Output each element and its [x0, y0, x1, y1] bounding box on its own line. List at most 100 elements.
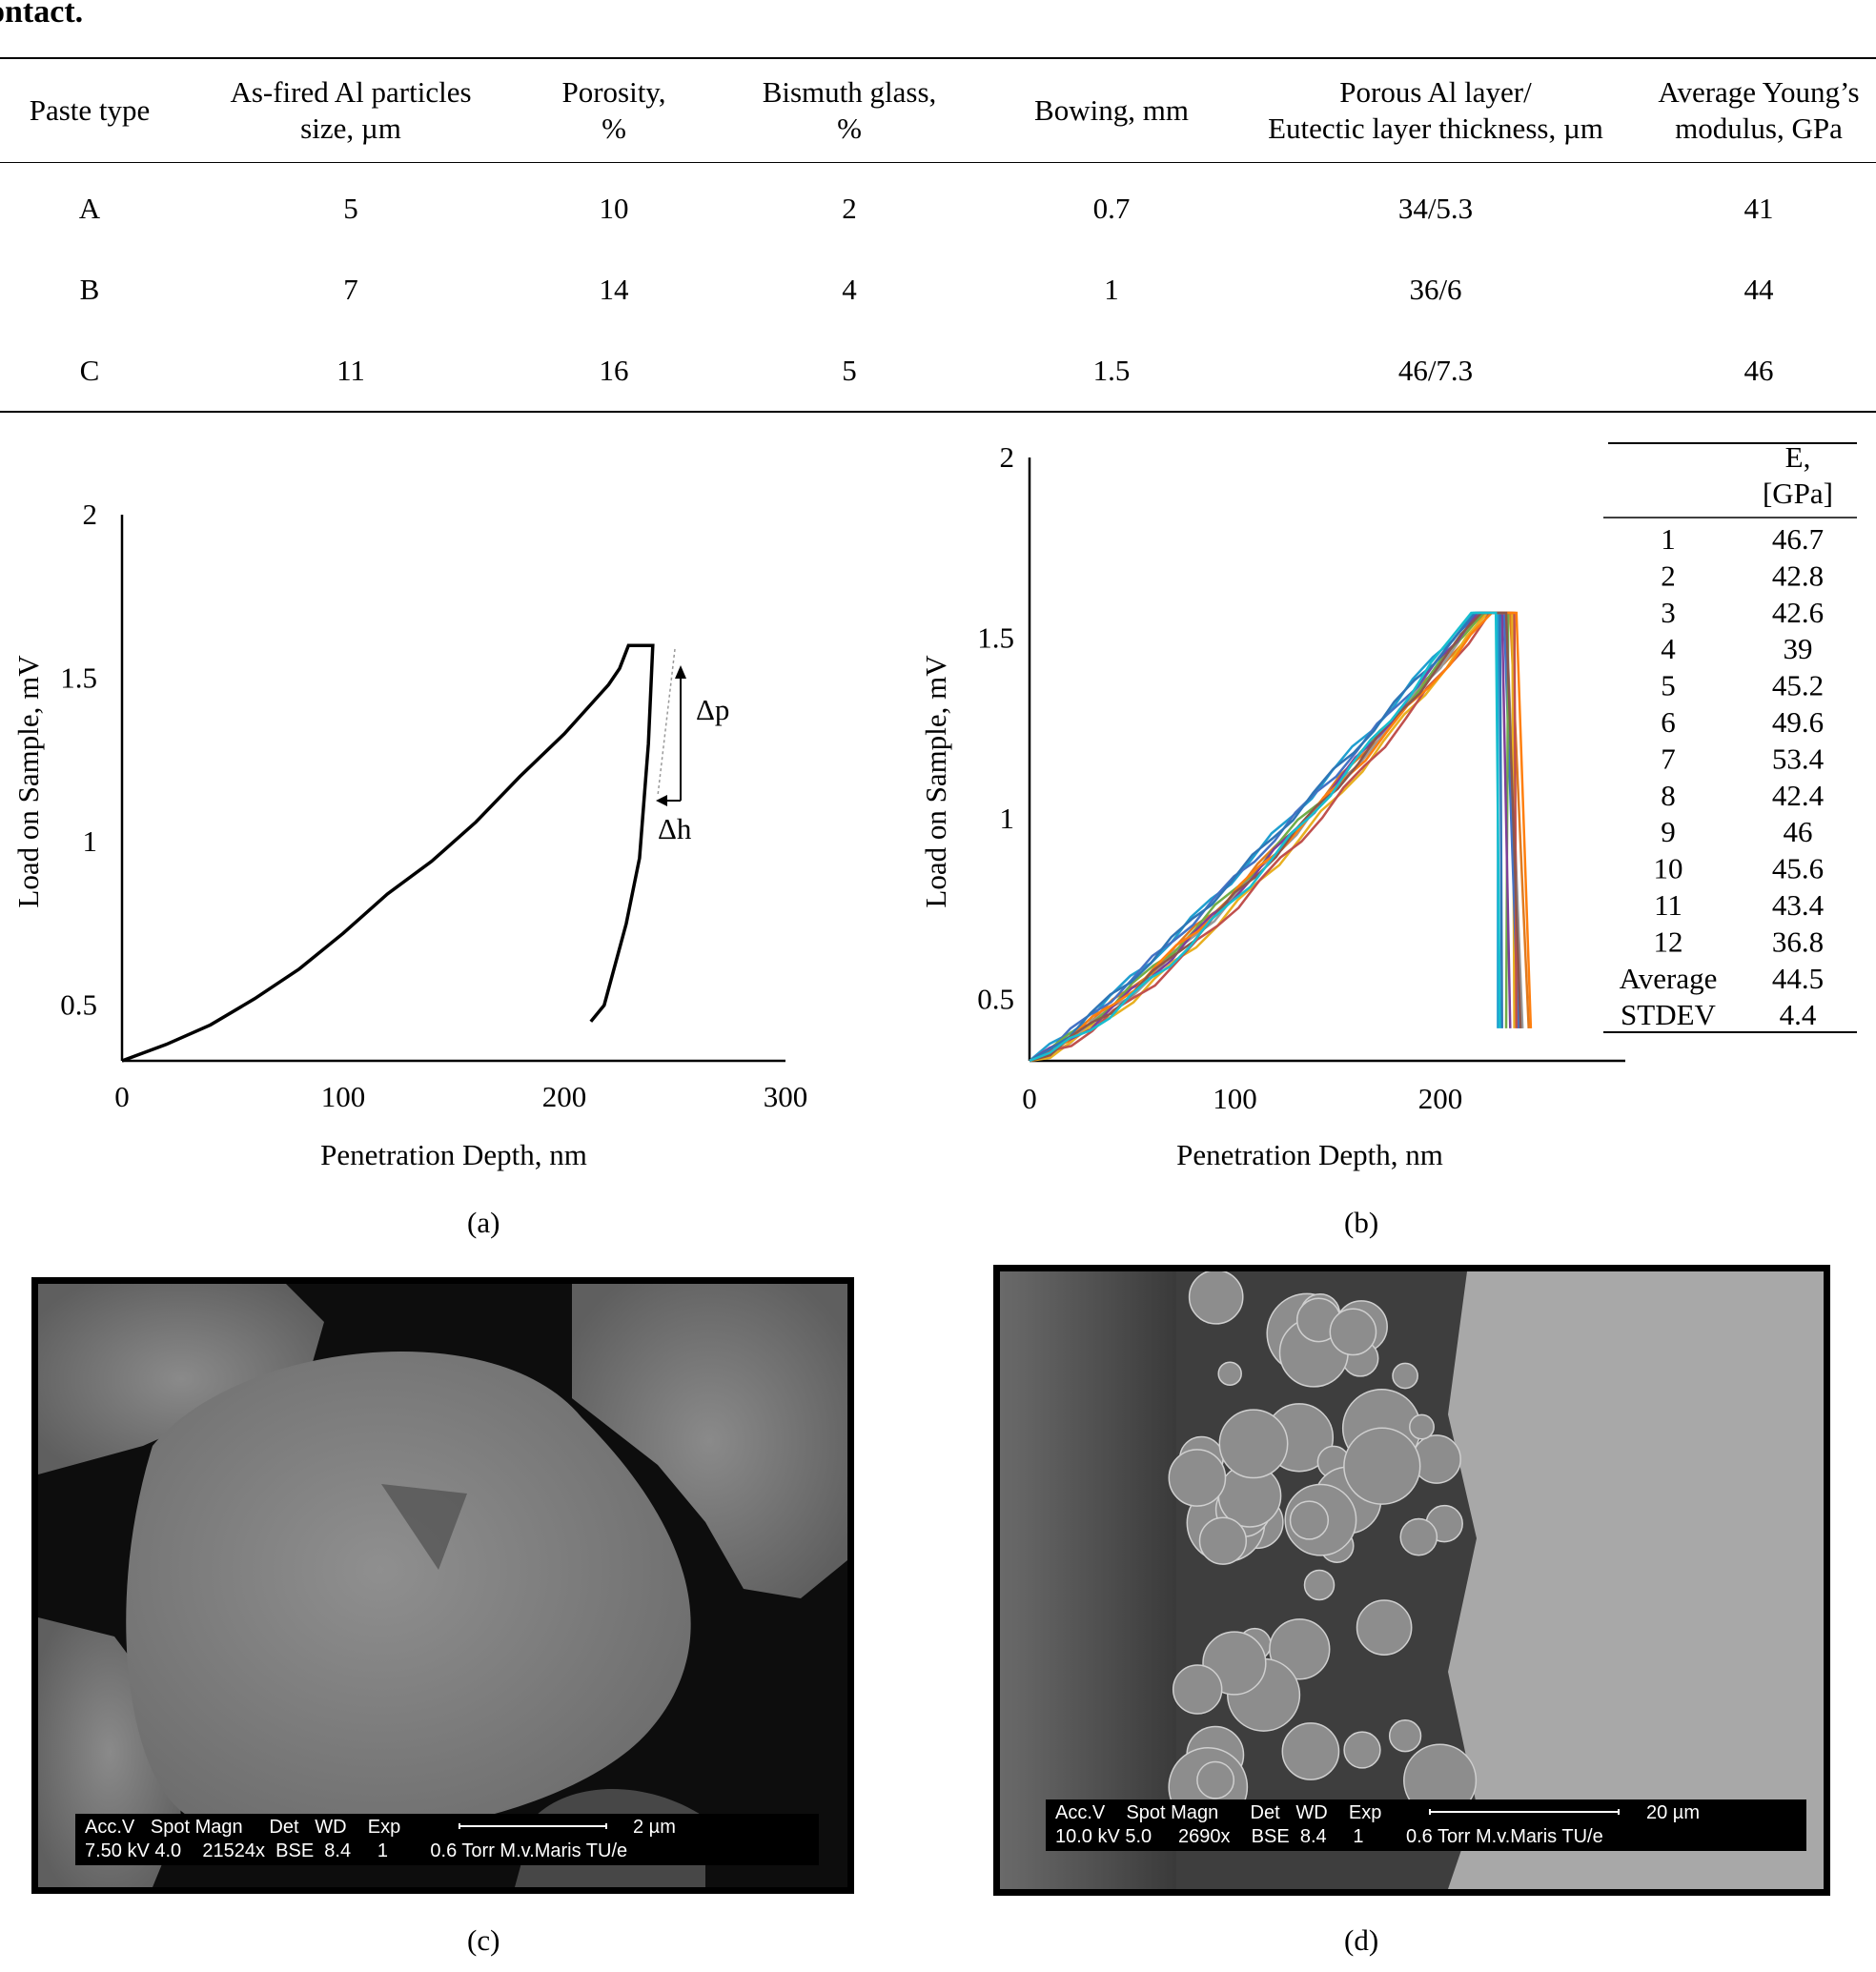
table-row-label: 7	[1661, 742, 1676, 775]
scale-label: 20 µm	[1646, 1802, 1700, 1823]
table-row-value: 53.4	[1772, 742, 1825, 775]
table-cell: 44	[1743, 272, 1774, 306]
x-tick-label: 300	[764, 1080, 808, 1113]
table-cell: 14	[599, 272, 629, 306]
al-particle	[1303, 1569, 1336, 1601]
table-row-label: Average	[1620, 962, 1718, 995]
delta-p-label: Δp	[696, 693, 729, 726]
al-particle	[1269, 1618, 1331, 1680]
section-heading: ontact.	[0, 0, 84, 30]
table-cell: 16	[599, 353, 629, 387]
table-row-label: 3	[1661, 596, 1676, 629]
table-row-label: 8	[1661, 779, 1676, 812]
table-row-value: 42.4	[1772, 779, 1825, 812]
table-header: E,	[1785, 440, 1811, 474]
y-tick-label: 1	[1000, 802, 1015, 835]
column-header: As-fired Al particles size, µm	[179, 58, 522, 163]
column-header: Bismuth glass,%	[705, 58, 993, 163]
al-particle	[1356, 1599, 1413, 1656]
table-cell: 1.5	[1092, 353, 1131, 387]
chart-a: 0.5 1 1.5 2 0 100 200 300 Δp Δh Penetration De…	[11, 498, 808, 1171]
sem-image-d: Acc.V Spot Magn Det WD Exp 10.0 kV 5.0 2…	[993, 1265, 1830, 1896]
scale-bar	[459, 1823, 607, 1829]
x-axis-label: Penetration Depth, nm	[1176, 1138, 1443, 1171]
y-tick-label: 0.5	[60, 988, 97, 1022]
caption-b: (b)	[1344, 1206, 1379, 1239]
table-row-value: 36.8	[1772, 925, 1824, 958]
table-row-value: 44.5	[1772, 962, 1824, 995]
column-header: Paste type	[0, 58, 179, 163]
al-particle	[1392, 1362, 1418, 1390]
table-row-value: 4.4	[1780, 998, 1817, 1031]
column-header: Porosity,%	[522, 58, 705, 163]
al-particle	[1196, 1760, 1235, 1799]
table-row: C 11 16 5 1.5 46/7.3 46	[0, 330, 1876, 412]
column-header: Bowing, mm	[993, 58, 1230, 163]
table-row-label: 9	[1661, 815, 1676, 848]
x-tick-label: 100	[1213, 1082, 1257, 1115]
x-tick-label: 0	[1022, 1082, 1037, 1115]
table-row-label: 1	[1661, 522, 1676, 556]
sem-databar-header: Acc.V Spot Magn Det WD Exp	[85, 1817, 401, 1838]
table-header-row: Paste type As-fired Al particles size, µm…	[0, 58, 1876, 163]
x-tick-label: 100	[321, 1080, 366, 1113]
table-cell: 41	[1743, 191, 1774, 225]
table-cell: 46/7.3	[1397, 353, 1474, 387]
al-particle	[1399, 1517, 1438, 1556]
table-row-value: 46.7	[1772, 522, 1824, 556]
delta-h-label: Δh	[658, 812, 692, 845]
column-header: Average Young’s modulus, GPa	[1642, 58, 1876, 163]
caption-c: (c)	[467, 1923, 500, 1957]
table-cell: B	[79, 272, 100, 306]
table-cell: C	[79, 353, 100, 387]
table-row-label: STDEV	[1621, 998, 1717, 1031]
sem-databar-c: Acc.V Spot Magn Det WD Exp 7.50 kV 4.0 2…	[75, 1814, 819, 1865]
table-row-label: 11	[1654, 888, 1682, 922]
x-axis-label: Penetration Depth, nm	[320, 1138, 587, 1171]
test-curve	[1029, 611, 1503, 1063]
test-curve	[1029, 611, 1522, 1063]
column-header: Porous Al layer/Eutectic layer thickness…	[1230, 58, 1642, 163]
table-cell: 46	[1743, 353, 1774, 387]
chart-b: 0.5 1 1.5 2 0 100 200 Penetration Depth, nm L…	[919, 440, 1857, 1171]
scale-label: 2 µm	[633, 1817, 676, 1838]
al-particle	[1289, 1500, 1330, 1540]
table-row-value: 45.2	[1772, 669, 1824, 702]
sem-image-c: Acc.V Spot Magn Det WD Exp 7.50 kV 4.0 2…	[31, 1277, 854, 1894]
al-particle	[1188, 1271, 1244, 1325]
table-cell: 5	[842, 353, 857, 387]
al-particle	[1217, 1361, 1242, 1386]
arrowhead-icon	[656, 795, 667, 806]
sem-databar-values: 7.50 kV 4.0 21524x BSE 8.4 1 0.6 Torr M.…	[85, 1840, 628, 1861]
al-particle	[1343, 1731, 1381, 1769]
scale-bar	[1429, 1809, 1620, 1815]
test-curve	[1029, 611, 1533, 1063]
y-axis-label: Load on Sample, mV	[919, 655, 952, 908]
x-tick-label: 200	[542, 1080, 587, 1113]
table-row-label: 12	[1654, 925, 1683, 958]
y-axis-label: Load on Sample, mV	[11, 655, 45, 908]
table-row-value: 42.6	[1772, 596, 1824, 629]
al-particle	[1172, 1664, 1223, 1715]
al-particle	[1281, 1722, 1340, 1780]
load-displacement-curve	[121, 643, 655, 1063]
table-header: [GPa]	[1763, 477, 1833, 510]
table-row-label: 4	[1661, 632, 1676, 665]
al-particle	[1343, 1427, 1421, 1505]
y-tick-label: 0.5	[977, 983, 1014, 1016]
table-cell: 5	[343, 191, 358, 225]
table-cell: 7	[343, 272, 358, 306]
table-row-value: 49.6	[1772, 705, 1824, 739]
table-row: A 5 10 2 0.7 34/5.3 41	[0, 163, 1876, 250]
al-particle	[1409, 1413, 1435, 1440]
al-particle	[1388, 1719, 1422, 1753]
y-tick-label: 1	[83, 824, 98, 858]
table-row-label: 10	[1654, 852, 1683, 885]
al-particle	[1329, 1308, 1377, 1356]
table-cell: 4	[842, 272, 857, 306]
table-row: B 7 14 4 1 36/6 44	[0, 249, 1876, 330]
test-curve	[1029, 611, 1501, 1063]
table-row-value: 42.8	[1772, 559, 1824, 592]
caption-d: (d)	[1344, 1923, 1379, 1957]
x-tick-label: 0	[114, 1080, 130, 1113]
